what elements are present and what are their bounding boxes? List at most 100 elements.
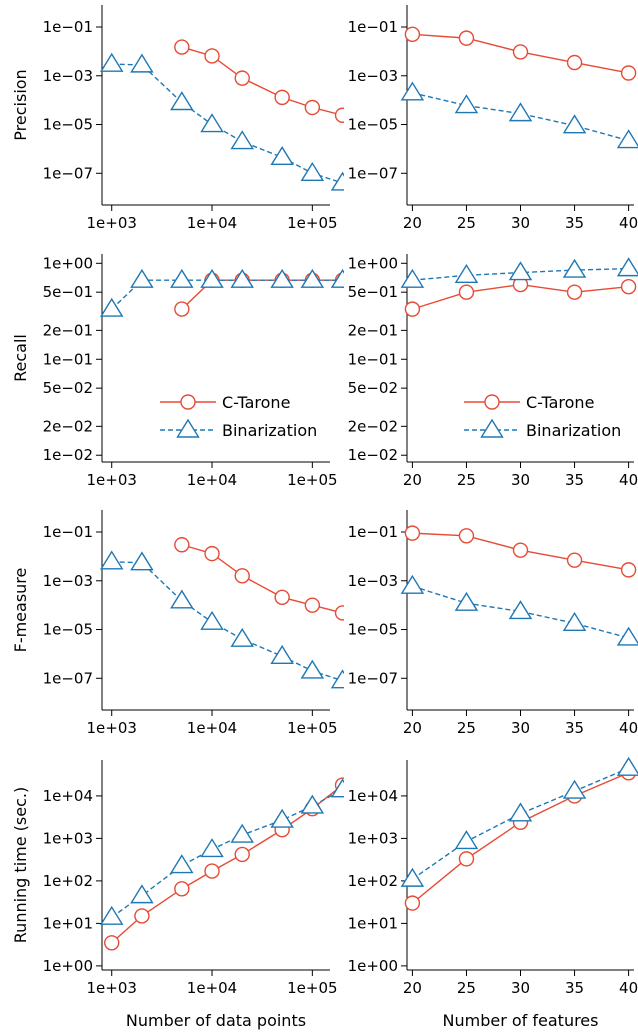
x-tick-label: 30 — [511, 979, 530, 997]
panel-precision-datapoints: 1e−07 1e−05 1e−03 1e−01 1e+03 1e+04 1e+05 Preci… — [11, 5, 344, 232]
y-tick-label: 1e+01 — [348, 914, 398, 932]
ctarone-point — [204, 863, 220, 879]
binarization-point — [400, 268, 425, 288]
binarization-point — [330, 778, 344, 798]
ctarone-point — [134, 908, 150, 924]
ctarone-point — [512, 44, 529, 60]
y-tick-label: 1e+04 — [348, 787, 398, 805]
y-tick-label: 1e+03 — [348, 829, 398, 847]
binarization-point — [616, 257, 638, 277]
plot-area — [99, 268, 344, 317]
y-axis-title: F-measure — [11, 568, 30, 653]
binarization-point — [130, 884, 154, 904]
x-tick-label: 40 — [619, 719, 638, 737]
legend-ctarone-marker — [484, 394, 500, 410]
plot-area — [400, 756, 638, 911]
legend-label: Binarization — [526, 421, 621, 440]
y-tick-label: 1e+00 — [43, 254, 93, 272]
legend: C-Tarone Binarization — [464, 393, 621, 440]
binarization-point — [130, 268, 154, 288]
x-tick-label: 30 — [511, 719, 530, 737]
x-tick-label: 1e+03 — [87, 979, 137, 997]
binarization-series-line — [412, 585, 629, 639]
x-tick-label: 25 — [457, 214, 476, 232]
x-tick-label: 25 — [457, 471, 476, 489]
ctarone-point — [620, 562, 637, 578]
y-tick-label: 1e−07 — [43, 669, 93, 687]
binarization-point — [230, 130, 254, 150]
binarization-series-line — [111, 561, 343, 682]
x-tick-label: 20 — [403, 979, 422, 997]
ctarone-point — [458, 30, 475, 46]
binarization-point — [562, 258, 587, 278]
x-tick-label: 1e+04 — [187, 214, 237, 232]
binarization-point — [330, 669, 344, 689]
binarization-point — [200, 610, 224, 630]
binarization-point — [230, 268, 254, 288]
ctarone-point — [234, 70, 250, 86]
x-tick-label: 1e+04 — [187, 471, 237, 489]
legend: C-Tarone Binarization — [160, 393, 317, 440]
x-tick-label: 20 — [403, 214, 422, 232]
y-tick-label: 1e−01 — [43, 523, 93, 541]
ctarone-point — [512, 542, 529, 558]
panel-runtime-datapoints: 1e+00 1e+01 1e+02 1e+03 1e+04 1e+03 1e+04 1e+05… — [11, 760, 344, 1030]
plot-area — [99, 777, 344, 951]
ctarone-point — [458, 284, 475, 300]
y-tick-label: 1e+03 — [43, 829, 93, 847]
y-tick-label: 1e−07 — [348, 669, 398, 687]
ctarone-point — [458, 528, 475, 544]
x-tick-label: 25 — [457, 979, 476, 997]
y-tick-label: 5e−01 — [43, 283, 93, 301]
plot-area — [99, 537, 344, 689]
x-tick-label: 1e+03 — [87, 719, 137, 737]
x-tick-label: 20 — [403, 719, 422, 737]
x-tick-label: 1e+04 — [187, 979, 237, 997]
ctarone-series-line — [411, 772, 629, 904]
ctarone-point — [304, 99, 321, 116]
y-tick-label: 1e+01 — [43, 914, 93, 932]
ctarone-point — [404, 26, 421, 43]
x-tick-label: 40 — [619, 214, 638, 232]
binarization-point — [508, 802, 533, 822]
binarization-point — [562, 779, 587, 799]
y-tick-label: 1e−03 — [348, 572, 398, 590]
binarization-series-line — [412, 767, 629, 880]
binarization-point — [300, 659, 325, 679]
binarization-point — [99, 297, 124, 317]
binarization-point — [270, 808, 294, 828]
x-axis-title: Number of data points — [126, 1011, 306, 1030]
y-tick-label: 1e−05 — [43, 116, 93, 134]
legend-label: C-Tarone — [526, 393, 594, 412]
ctarone-point — [404, 895, 421, 911]
binarization-point — [400, 81, 425, 101]
legend-binarization-marker — [480, 418, 504, 438]
y-tick-label: 1e−01 — [348, 350, 398, 368]
ctarone-point — [620, 65, 637, 81]
binarization-point — [170, 589, 194, 609]
binarization-point — [616, 626, 638, 646]
y-tick-label: 1e−02 — [43, 446, 93, 464]
ctarone-point — [204, 48, 220, 64]
ctarone-point — [404, 525, 421, 541]
y-axis-title: Recall — [11, 334, 30, 382]
y-tick-label: 5e−02 — [43, 379, 93, 397]
x-tick-label: 25 — [457, 719, 476, 737]
y-tick-label: 1e−05 — [43, 621, 93, 639]
binarization-point — [562, 611, 587, 632]
binarization-point — [170, 268, 194, 288]
y-tick-label: 1e−07 — [43, 164, 93, 182]
binarization-point — [454, 94, 479, 114]
binarization-point — [300, 268, 325, 288]
x-tick-label: 30 — [511, 471, 530, 489]
binarization-point — [130, 53, 154, 73]
binarization-point — [170, 91, 194, 111]
y-tick-label: 1e−03 — [43, 67, 93, 85]
ctarone-point — [174, 39, 190, 55]
y-tick-label: 5e−02 — [348, 379, 398, 397]
ctarone-point — [334, 107, 344, 123]
y-tick-label: 1e−05 — [348, 116, 398, 134]
y-tick-label: 1e+02 — [43, 872, 93, 890]
x-tick-label: 1e+03 — [87, 471, 137, 489]
binarization-point — [454, 591, 479, 611]
